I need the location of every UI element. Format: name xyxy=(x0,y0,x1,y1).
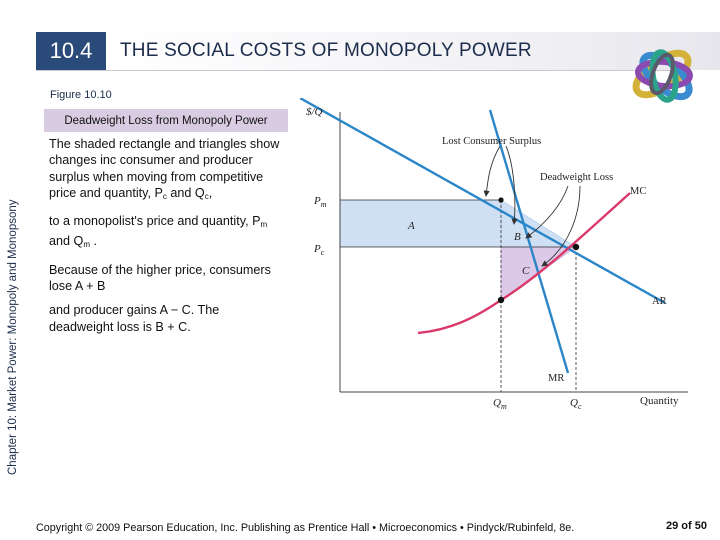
pm-subscript: m xyxy=(260,220,268,230)
demand-mc-intersection xyxy=(572,243,580,251)
dwl-arrow-c xyxy=(541,185,581,267)
mr-line xyxy=(488,109,570,374)
title-divider xyxy=(36,70,686,71)
pm-label: Pm xyxy=(313,195,327,209)
rings-logo-icon xyxy=(632,49,693,103)
deadweight-loss-label: Deadweight Loss xyxy=(540,172,613,183)
paragraph-2-mid: and Q xyxy=(49,234,84,249)
footer-copyright: Copyright © 2009 Pearson Education, Inc.… xyxy=(36,522,575,534)
paragraph-2-end: . xyxy=(89,234,97,249)
area-c-label: C xyxy=(522,265,530,277)
pc-label: Pc xyxy=(313,243,325,257)
pc-subscript: c xyxy=(162,191,167,201)
y-axis-label: $/Q xyxy=(306,106,323,118)
chapter-side-label: Chapter 10: Market Power: Monopoly and M… xyxy=(7,199,19,475)
x-axis-label: Quantity xyxy=(640,395,679,407)
section-number-badge: 10.4 xyxy=(36,32,106,70)
mc-curve xyxy=(417,192,631,335)
area-a-rect xyxy=(340,200,501,247)
mc-label: MC xyxy=(630,186,646,197)
paragraph-1-text: The shaded rectangle and triangles show … xyxy=(49,137,280,200)
page-number: 29 of 50 xyxy=(666,520,707,532)
figure-caption: Deadweight Loss from Monopoly Power xyxy=(44,109,288,132)
title-band xyxy=(106,32,720,70)
body-text: The shaded rectangle and triangles show … xyxy=(49,136,284,343)
lost-cs-arrow-a xyxy=(483,145,501,197)
paragraph-1-mid: and Q xyxy=(166,185,205,200)
figure-caption-text: Deadweight Loss from Monopoly Power xyxy=(64,114,268,127)
monopoly-graph: $/Q Quantity Pm Pc Qm Qc A B C Lost Cons… xyxy=(300,98,688,411)
area-b-label: B xyxy=(514,231,521,243)
slide-title: THE SOCIAL COSTS OF MONOPOLY POWER xyxy=(120,40,532,61)
area-b-triangle xyxy=(500,199,577,248)
paragraph-1: The shaded rectangle and triangles show … xyxy=(49,136,284,205)
dwl-arrow-b xyxy=(525,185,569,239)
section-number: 10.4 xyxy=(49,38,93,63)
lost-cs-arrow-b xyxy=(505,145,518,225)
qc-subscript: c xyxy=(204,191,209,201)
qm-subscript: m xyxy=(83,240,90,250)
paragraph-1-end: , xyxy=(208,185,213,200)
figure-label: Figure 10.10 xyxy=(50,89,112,101)
mr-label: MR xyxy=(548,373,564,384)
ar-label: AR xyxy=(652,296,667,307)
qc-label: Qc xyxy=(570,397,582,411)
paragraph-4: and producer gains A − C. The deadweight… xyxy=(49,303,220,334)
monopoly-price-point xyxy=(498,197,504,203)
lost-consumer-surplus-label: Lost Consumer Surplus xyxy=(442,136,541,147)
area-a-label: A xyxy=(407,220,415,232)
paragraph-2-text: to a monopolist's price and quantity, P xyxy=(49,214,261,229)
paragraph-2: to a monopolist's price and quantity, Pm… xyxy=(49,213,284,254)
qm-label: Qm xyxy=(493,397,507,411)
paragraph-3: Because of the higher price, consumers l… xyxy=(49,262,271,294)
mr-mc-intersection xyxy=(497,296,505,304)
demand-ar-line xyxy=(300,98,666,305)
